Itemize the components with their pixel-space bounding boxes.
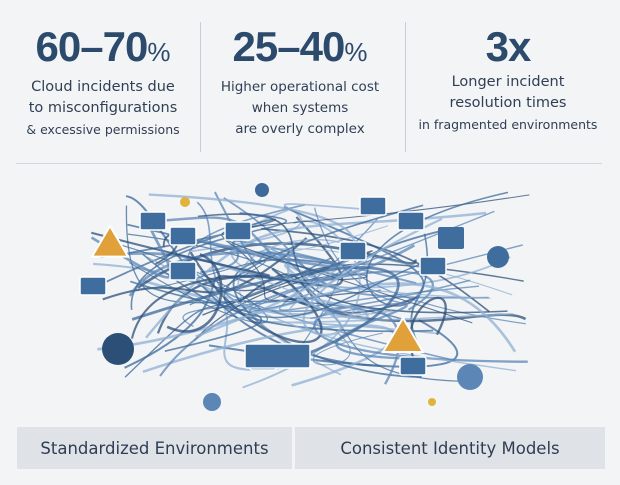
gear-icon (203, 393, 221, 411)
window-icon (224, 221, 252, 241)
tangle-line (312, 332, 384, 366)
tangle-line (131, 266, 400, 369)
lock-icon (102, 333, 134, 365)
stat-value: 25–40% (232, 23, 368, 70)
tangle-line (142, 253, 427, 319)
stat-label: resolution times (449, 95, 567, 111)
tangle-line (146, 256, 517, 372)
tangle-line (248, 210, 523, 312)
stat-label-small: & excessive permissions (26, 122, 180, 137)
window-icon (419, 256, 447, 276)
tangle-line (130, 259, 266, 306)
tangle-line (297, 217, 443, 336)
stat-label: Cloud incidents due (31, 79, 175, 95)
gear-icon (457, 364, 483, 390)
divider (200, 22, 201, 152)
lock-icon (438, 227, 464, 249)
bottom-panel-standardized: Standardized Environments (17, 427, 292, 469)
window-icon (169, 226, 197, 246)
dot (180, 197, 190, 207)
panel-label: Standardized Environments (40, 438, 269, 458)
stat-label-small: in fragmented environments (418, 117, 598, 132)
user-icon (487, 246, 509, 268)
tangle-line (125, 205, 406, 321)
tangle-line (335, 302, 421, 361)
panel-label: Consistent Identity Models (340, 438, 560, 458)
window-icon (359, 196, 387, 216)
divider (405, 22, 406, 152)
gear-icon (255, 183, 269, 197)
stat-value: 60–70% (35, 23, 171, 70)
tangle-line (124, 257, 332, 378)
window-icon (397, 211, 425, 231)
stat-3: 3x Longer incident resolution times in f… (408, 22, 608, 135)
stat-1: 60–70% Cloud incidents due to misconfigu… (3, 22, 203, 140)
window-icon (139, 211, 167, 231)
stat-2: 25–40% Higher operational cost when syst… (200, 22, 400, 140)
tangle-line (310, 207, 411, 320)
tangle-line (130, 280, 263, 353)
window-icon (399, 356, 427, 376)
divider (16, 163, 602, 164)
warning-icon (381, 316, 425, 353)
window-icon (339, 241, 367, 261)
window-icon (244, 343, 311, 369)
tangled-systems-illustration (79, 183, 530, 411)
dot (428, 398, 436, 406)
tangle-line (142, 324, 396, 387)
window-icon (169, 261, 197, 281)
bottom-panel-identity: Consistent Identity Models (295, 427, 605, 469)
window-icon (79, 276, 107, 296)
stat-value: 3x (485, 23, 532, 70)
tangle-line (219, 265, 491, 324)
stat-label: Higher operational cost (220, 79, 380, 95)
stat-label: when systems (251, 100, 349, 116)
tangle-line (91, 231, 271, 339)
stat-label: Longer incident (451, 74, 565, 90)
warning-icon (90, 224, 130, 258)
stat-label: are overly complex (235, 121, 365, 137)
stat-label: to misconfigurations (28, 100, 178, 116)
